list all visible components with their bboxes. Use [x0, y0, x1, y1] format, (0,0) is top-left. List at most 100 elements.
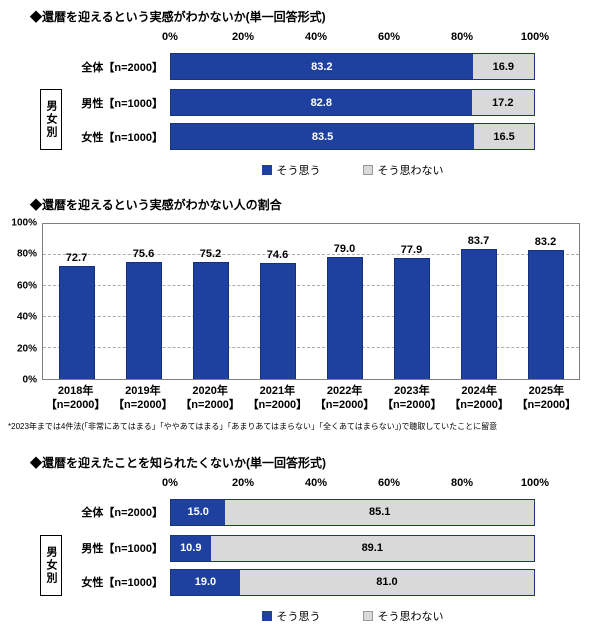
axis-tick: 60%: [377, 476, 401, 489]
y-axis-tick: 20%: [16, 343, 37, 355]
bar-value-label: 83.7: [467, 235, 490, 248]
row-label: 男性【n=1000】: [81, 543, 163, 556]
legend-swatch-disagree-icon: [362, 165, 373, 175]
bar-value-label: 77.9: [400, 244, 423, 257]
row-label: 女性【n=1000】: [81, 131, 163, 144]
trend-y-axis: 0% 20% 40% 60% 80% 100%: [10, 218, 42, 386]
legend-swatch-agree-icon: [261, 610, 272, 621]
segment-value: 16.5: [493, 130, 515, 143]
group-label-box: 男女別: [40, 534, 62, 596]
y-axis-tick: 0%: [22, 374, 37, 386]
stacked-chart-hide-age: 0% 20% 40% 60% 80% 100% 全体【n=2000】 15.0 85.1 男…: [30, 476, 549, 624]
axis-tick: 80%: [450, 31, 474, 43]
axis-tick: 20%: [231, 31, 255, 43]
axis-tick: 0%: [162, 476, 178, 489]
trend-column: 77.9: [378, 224, 445, 379]
trend-column: 79.0: [311, 224, 378, 379]
trend-bar: [460, 249, 497, 379]
chart-title-realization: ◆還暦を迎えるという実感がわかないか(単一回答形式): [30, 10, 326, 24]
gender-group: 男女別 男性【n=1000】 82.8 17.2 女性【n=1000】 83.5 1…: [30, 89, 535, 150]
gridline: [43, 285, 579, 286]
trend-bar: [326, 256, 363, 379]
segment-agree: 19.0: [171, 569, 240, 595]
legend-item-disagree: そう思わない: [362, 162, 444, 178]
trend-column: 75.2: [177, 224, 244, 379]
x-axis: 0% 20% 40% 60% 80% 100%: [162, 476, 549, 491]
trend-column: 83.2: [512, 224, 579, 379]
legend-label: そう思う: [276, 610, 321, 623]
section-realization: ◆還暦を迎えるという実感がわかないか(単一回答形式) 0% 20% 40% 60% 80…: [0, 8, 600, 178]
x-axis: 0% 20% 40% 60% 80% 100%: [162, 31, 549, 45]
chart-title-trend: ◆還暦を迎えるという実感がわかない人の割合: [30, 198, 282, 212]
segment-agree: 83.5: [171, 124, 475, 149]
chart-title-hide-age: ◆還暦を迎えたことを知られたくないか(単一回答形式): [30, 455, 326, 470]
bar-value-label: 75.2: [199, 248, 222, 261]
segment-disagree: 16.5: [474, 124, 534, 149]
trend-column: 72.7: [43, 224, 110, 379]
segment-disagree: 85.1: [225, 499, 534, 525]
trend-column: 75.6: [110, 224, 177, 379]
axis-tick: 100%: [520, 476, 550, 489]
gridline: [43, 254, 579, 255]
group-label: 男女別: [45, 545, 57, 585]
row-label: 全体【n=2000】: [81, 507, 163, 520]
segment-value: 89.1: [361, 542, 383, 555]
bar-value-label: 72.7: [65, 252, 88, 265]
x-axis-label: 2019年 【n=2000】: [113, 385, 173, 412]
stacked-chart-realization: 0% 20% 40% 60% 80% 100% 全体【n=2000】 83.2 16.9 男…: [30, 31, 549, 178]
group-label-box: 男女別: [40, 89, 62, 150]
trend-bars: 72.7 75.6 75.2 74.6 79.0 77.9 83.7 83.2: [43, 224, 579, 379]
segment-value: 19.0: [194, 576, 217, 589]
stacked-bar-track: 82.8 17.2: [170, 89, 535, 116]
x-axis-label: 2020年 【n=2000】: [180, 385, 240, 412]
x-axis-label: 2023年 【n=2000】: [382, 385, 442, 412]
group-rows: 男性【n=1000】 10.9 89.1 女性【n=1000】 19.0 81.0: [62, 534, 535, 596]
bar-value-label: 75.6: [132, 247, 155, 260]
group-label: 男女別: [45, 100, 57, 139]
gridline: [43, 316, 579, 317]
row-label: 男性【n=1000】: [81, 97, 163, 110]
y-axis-tick: 40%: [16, 311, 37, 323]
section-trend: ◆還暦を迎えるという実感がわかない人の割合 0% 20% 40% 60% 80% 100%…: [0, 196, 600, 432]
y-axis-tick: 60%: [16, 280, 37, 292]
trend-bar: [527, 250, 564, 379]
trend-column: 74.6: [244, 224, 311, 379]
section-hide-age: ◆還暦を迎えたことを知られたくないか(単一回答形式) 0% 20% 40% 60% 80…: [0, 454, 600, 624]
segment-disagree: 17.2: [471, 90, 534, 115]
bar-row-female: 女性【n=1000】 83.5 16.5: [62, 123, 535, 150]
legend-label: そう思わない: [377, 165, 444, 177]
segment-value: 15.0: [187, 506, 209, 519]
segment-value: 10.9: [180, 542, 202, 555]
x-axis-label: 2025年 【n=2000】: [516, 385, 577, 412]
footnote: *2023年までは4件法(「非常にあてはまる」「ややあてはまる」「あまりあてはま…: [8, 421, 498, 431]
stacked-bar-track: 15.0 85.1: [170, 498, 535, 526]
y-axis-tick: 80%: [16, 248, 37, 260]
y-axis-tick: 100%: [11, 217, 37, 229]
legend-item-agree: そう思う: [261, 608, 321, 624]
row-label: 全体【n=2000】: [81, 61, 163, 74]
x-axis-label: 2022年 【n=2000】: [314, 385, 375, 412]
row-label: 女性【n=1000】: [81, 577, 163, 590]
trend-plot-area: 0% 20% 40% 60% 80% 100% 72.7 75.6 75.2 74.6 79.0 7…: [10, 218, 600, 386]
legend-label: そう思わない: [377, 610, 444, 623]
segment-agree: 10.9: [171, 535, 211, 561]
segment-value: 82.8: [310, 96, 332, 109]
x-axis-label: 2021年 【n=2000】: [247, 385, 308, 412]
trend-bar: [192, 262, 229, 379]
trend-x-labels: 2018年 【n=2000】 2019年 【n=2000】 2020年 【n=2000】 2…: [42, 384, 580, 413]
bar-row-total: 全体【n=2000】 15.0 85.1: [30, 498, 535, 526]
axis-tick: 60%: [377, 31, 401, 43]
segment-disagree: 89.1: [210, 535, 534, 561]
legend-swatch-agree-icon: [261, 165, 272, 175]
segment-agree: 83.2: [171, 54, 473, 79]
bar-row-female: 女性【n=1000】 19.0 81.0: [62, 568, 535, 596]
trend-bar: [259, 263, 296, 379]
bar-row-total: 全体【n=2000】 83.2 16.9: [30, 53, 535, 80]
bar-value-label: 74.6: [266, 249, 289, 262]
segment-value: 83.5: [311, 130, 334, 143]
stacked-bar-track: 83.5 16.5: [170, 123, 535, 150]
segment-agree: 15.0: [171, 499, 226, 525]
trend-plot: 72.7 75.6 75.2 74.6 79.0 77.9 83.7 83.2: [42, 223, 580, 380]
legend-item-disagree: そう思わない: [362, 608, 444, 624]
segment-value: 17.2: [492, 96, 514, 109]
